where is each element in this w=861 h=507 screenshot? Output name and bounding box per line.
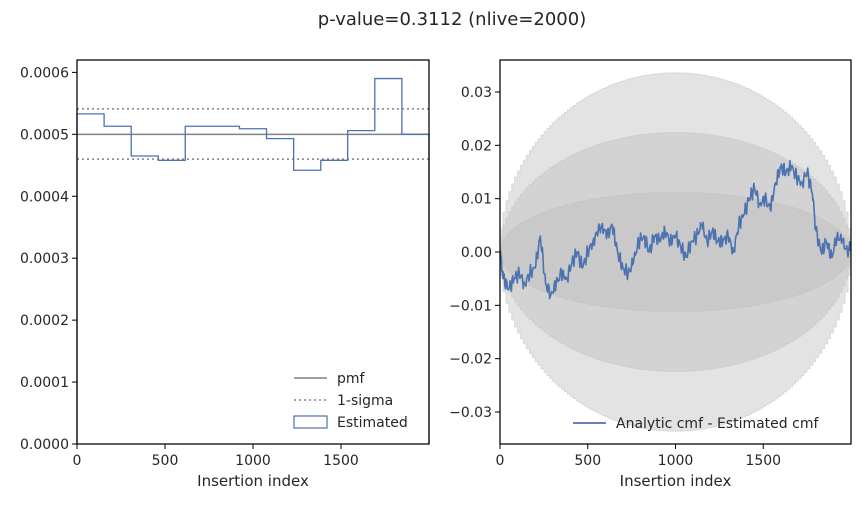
axes-frame xyxy=(76,59,430,445)
left-chart-pmf: 0 500 1000 1500 0.0000 0.0001 0.0002 0.0003 0.00… xyxy=(20,59,430,490)
x-tick-label: 1500 xyxy=(323,453,359,469)
x-tick-label: 1000 xyxy=(658,453,694,469)
y-tick-label: −0.03 xyxy=(449,405,492,421)
y-tick-label: 0.00 xyxy=(461,245,492,261)
y-tick-label: 0.0006 xyxy=(20,65,69,81)
y-tick-label: 0.0004 xyxy=(20,189,69,205)
x-tick-label: 500 xyxy=(574,453,601,469)
x-axis-label: Insertion index xyxy=(620,472,732,490)
legend-label: Estimated xyxy=(337,415,408,431)
y-tick-label: 0.01 xyxy=(461,192,492,208)
x-tick-label: 500 xyxy=(152,453,179,469)
legend-label: Analytic cmf - Estimated cmf xyxy=(616,416,819,432)
legend-label: 1-sigma xyxy=(337,393,393,409)
x-tick-label: 1000 xyxy=(235,453,271,469)
sigma-band-3 xyxy=(500,72,851,432)
y-tick-label: 0.0003 xyxy=(20,251,69,267)
y-tick-label: 0.0000 xyxy=(20,437,69,453)
y-tick-label: 0.0001 xyxy=(20,375,69,391)
x-tick-label: 0 xyxy=(496,453,505,469)
cmf-difference-line xyxy=(500,159,851,300)
y-tick-label: −0.01 xyxy=(449,298,492,314)
y-tick-label: −0.02 xyxy=(449,352,492,368)
y-tick-label: 0.0005 xyxy=(20,127,69,143)
x-tick-label: 0 xyxy=(73,453,82,469)
x-tick-label: 1500 xyxy=(745,453,781,469)
y-tick-label: 0.03 xyxy=(461,85,492,101)
sigma-bands xyxy=(500,72,851,432)
sigma-band-2 xyxy=(500,132,851,372)
figure-title: p-value=0.3112 (nlive=2000) xyxy=(318,9,586,30)
legend-estimated-marker xyxy=(293,415,328,429)
right-chart-cmf-difference: 0 500 1000 1500 −0.03 −0.02 −0.01 0.00 0.01 0.02 0… xyxy=(449,59,852,490)
sigma-band-1 xyxy=(500,191,851,313)
series-group xyxy=(500,159,851,300)
estimated-histogram xyxy=(76,77,430,444)
y-tick-label: 0.0002 xyxy=(20,313,69,329)
legend-label: pmf xyxy=(337,371,366,387)
x-axis-label: Insertion index xyxy=(197,472,309,490)
y-tick-label: 0.02 xyxy=(461,138,492,154)
